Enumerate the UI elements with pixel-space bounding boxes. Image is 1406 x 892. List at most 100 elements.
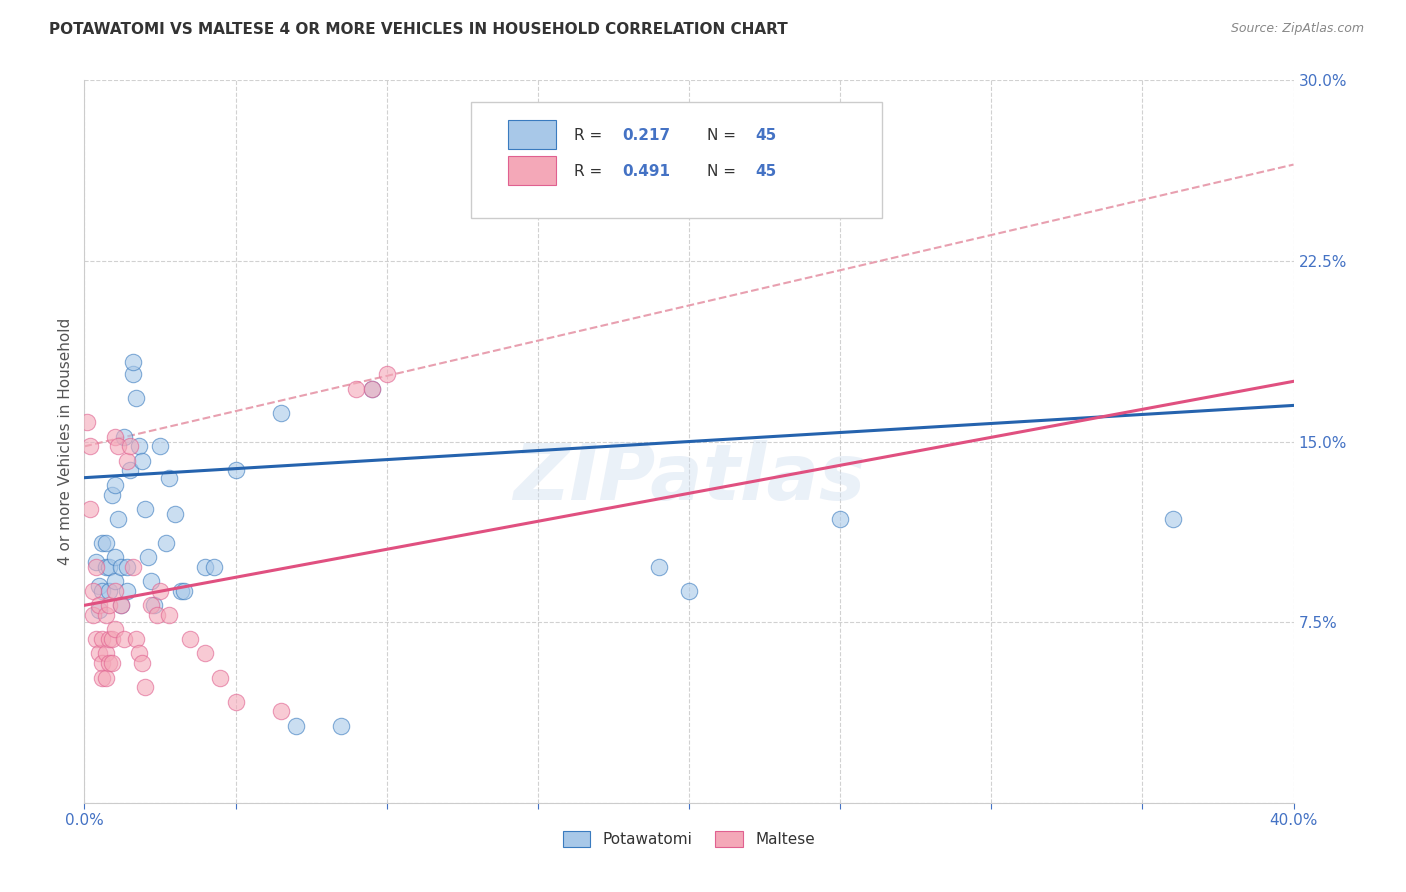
Point (94, 671, 117, 685)
Point (94, 607, 117, 622)
Point (157, 470, 180, 484)
Point (104, 430, 127, 444)
Point (1161, 511, 1184, 525)
Point (128, 439, 150, 453)
Point (330, 719, 353, 733)
Point (149, 583, 172, 598)
Point (100, 656, 122, 670)
Point (79, 439, 101, 453)
Y-axis label: 4 or more Vehicles in Household: 4 or more Vehicles in Household (58, 318, 73, 566)
Point (270, 406, 292, 420)
Point (134, 502, 156, 516)
Point (285, 719, 308, 733)
Point (86, 555, 108, 569)
Point (139, 599, 162, 613)
Point (270, 704, 292, 718)
Text: R =: R = (574, 128, 607, 143)
Point (118, 463, 141, 477)
Point (346, 382, 368, 396)
Point (112, 632, 135, 646)
Point (97, 583, 120, 598)
Point (830, 511, 852, 525)
Point (375, 367, 398, 381)
Point (89, 647, 111, 661)
Point (121, 367, 143, 381)
Point (104, 478, 127, 492)
Point (139, 574, 162, 589)
FancyBboxPatch shape (471, 102, 883, 218)
Text: R =: R = (574, 164, 607, 178)
Point (136, 550, 159, 565)
Text: POTAWATOMI VS MALTESE 4 OR MORE VEHICLES IN HOUSEHOLD CORRELATION CHART: POTAWATOMI VS MALTESE 4 OR MORE VEHICLES… (49, 22, 787, 37)
Point (104, 583, 127, 598)
Point (149, 439, 172, 453)
Text: Source: ZipAtlas.com: Source: ZipAtlas.com (1230, 22, 1364, 36)
Point (89, 603, 111, 617)
Point (165, 507, 187, 521)
Point (225, 463, 247, 477)
Point (94, 535, 117, 549)
Point (209, 671, 232, 685)
Text: 0.491: 0.491 (623, 164, 671, 178)
Point (157, 607, 180, 622)
Point (112, 430, 135, 444)
Point (91, 632, 114, 646)
Point (82, 583, 104, 598)
Point (97, 599, 120, 613)
Point (107, 511, 129, 525)
Point (118, 439, 141, 453)
Point (89, 579, 111, 593)
Point (155, 535, 177, 549)
Text: 0.217: 0.217 (623, 128, 671, 143)
Point (104, 574, 127, 589)
Point (107, 439, 129, 453)
Point (173, 583, 195, 598)
Point (121, 355, 143, 369)
Point (134, 680, 156, 694)
Text: N =: N = (707, 164, 741, 178)
Point (115, 454, 138, 468)
Point (89, 599, 111, 613)
Point (360, 382, 382, 396)
Point (91, 671, 114, 685)
Point (110, 559, 132, 574)
Point (91, 656, 114, 670)
Point (142, 599, 165, 613)
Point (131, 454, 153, 468)
Point (170, 583, 193, 598)
Point (225, 695, 247, 709)
FancyBboxPatch shape (508, 120, 555, 149)
Point (125, 391, 148, 405)
Legend: Potawatomi, Maltese: Potawatomi, Maltese (557, 825, 821, 853)
Point (86, 632, 108, 646)
Point (115, 559, 138, 574)
Point (97, 559, 120, 574)
Text: N =: N = (707, 128, 741, 143)
Text: 45: 45 (755, 164, 776, 178)
Point (104, 623, 127, 637)
Point (194, 559, 217, 574)
Point (194, 647, 217, 661)
Point (648, 559, 671, 574)
Point (100, 632, 122, 646)
Point (128, 647, 150, 661)
Point (131, 656, 153, 670)
Point (110, 599, 132, 613)
Point (179, 632, 201, 646)
Point (94, 559, 117, 574)
Point (97, 656, 120, 670)
Point (97, 632, 120, 646)
Point (115, 583, 138, 598)
Point (82, 607, 104, 622)
FancyBboxPatch shape (508, 156, 555, 185)
Text: 45: 45 (755, 128, 776, 143)
Point (110, 599, 132, 613)
Point (91, 583, 114, 598)
Point (125, 632, 148, 646)
Point (79, 502, 101, 516)
Point (100, 487, 122, 501)
Point (360, 382, 382, 396)
Point (94, 647, 117, 661)
Point (86, 559, 108, 574)
Point (91, 535, 114, 549)
